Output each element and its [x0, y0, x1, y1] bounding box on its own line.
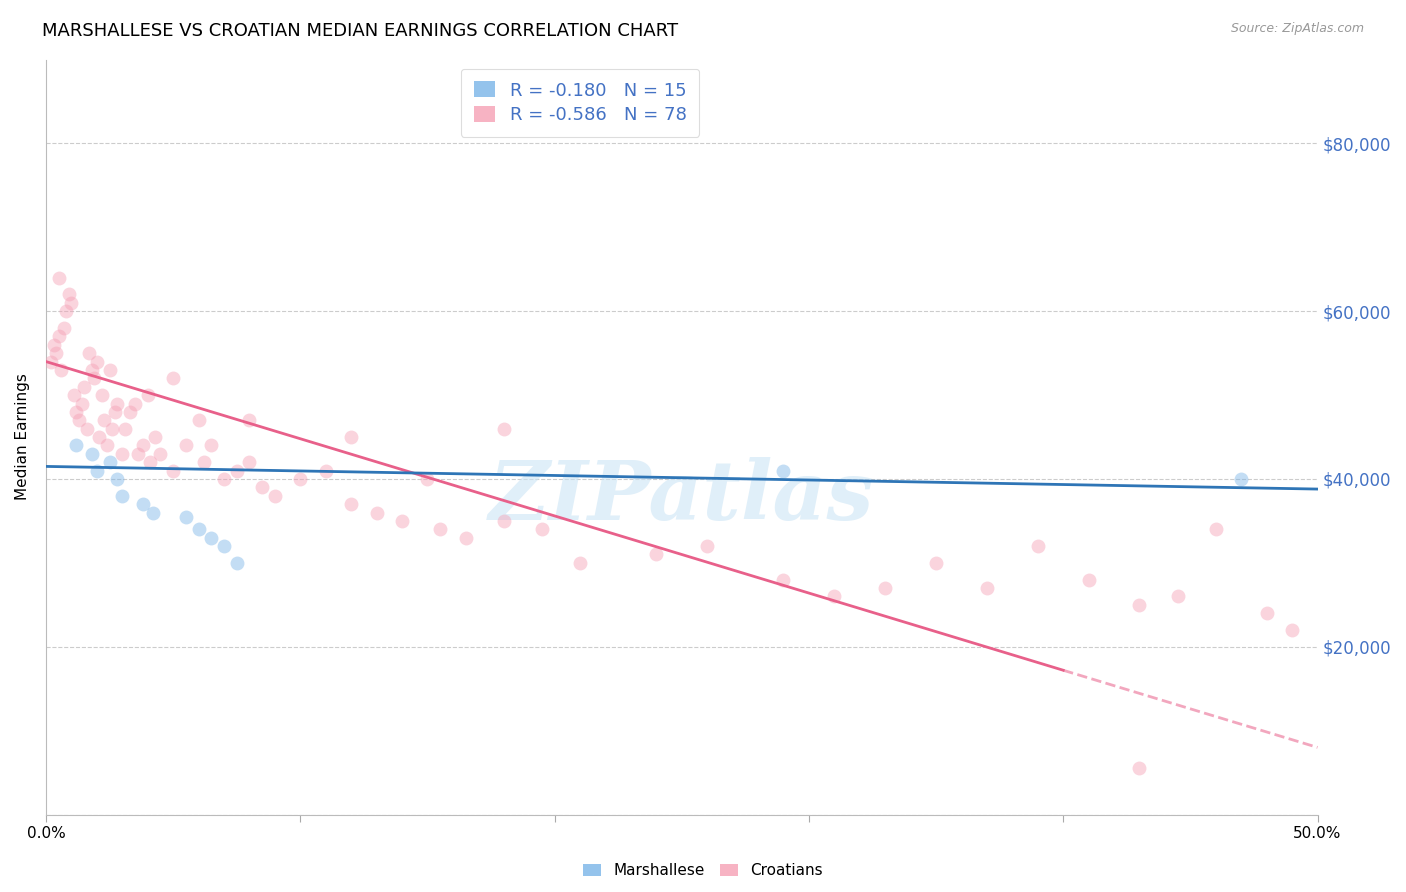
- Point: [131, 497, 153, 511]
- Point: [136, 388, 159, 402]
- Point: [492, 422, 515, 436]
- Point: [416, 472, 439, 486]
- Point: [63, 388, 86, 402]
- Text: ZIPatlas: ZIPatlas: [489, 458, 875, 538]
- Point: [212, 472, 235, 486]
- Point: [86, 464, 108, 478]
- Point: [111, 447, 134, 461]
- Point: [492, 514, 515, 528]
- Point: [80, 363, 103, 377]
- Point: [823, 590, 845, 604]
- Point: [530, 522, 553, 536]
- Point: [366, 506, 388, 520]
- Point: [55, 304, 77, 318]
- Point: [65, 405, 87, 419]
- Point: [250, 480, 273, 494]
- Point: [290, 472, 312, 486]
- Point: [238, 455, 260, 469]
- Point: [1077, 573, 1099, 587]
- Point: [225, 464, 247, 478]
- Point: [429, 522, 451, 536]
- Legend: R = -0.180   N = 15, R = -0.586   N = 78: R = -0.180 N = 15, R = -0.586 N = 78: [461, 69, 699, 136]
- Point: [340, 497, 363, 511]
- Point: [142, 506, 165, 520]
- Text: MARSHALLESE VS CROATIAN MEDIAN EARNINGS CORRELATION CHART: MARSHALLESE VS CROATIAN MEDIAN EARNINGS …: [42, 22, 678, 40]
- Point: [105, 472, 128, 486]
- Point: [263, 489, 285, 503]
- Point: [89, 430, 111, 444]
- Point: [875, 581, 897, 595]
- Point: [77, 346, 100, 360]
- Point: [90, 388, 112, 402]
- Point: [114, 422, 136, 436]
- Point: [105, 396, 128, 410]
- Point: [111, 489, 134, 503]
- Point: [187, 522, 209, 536]
- Point: [976, 581, 998, 595]
- Point: [174, 509, 197, 524]
- Legend: Marshallese, Croatians: Marshallese, Croatians: [576, 857, 830, 884]
- Point: [52, 321, 75, 335]
- Point: [1205, 522, 1227, 536]
- Point: [143, 430, 166, 444]
- Point: [98, 455, 121, 469]
- Point: [149, 447, 172, 461]
- Point: [925, 556, 948, 570]
- Point: [80, 447, 103, 461]
- Point: [39, 354, 62, 368]
- Point: [1281, 623, 1303, 637]
- Point: [73, 380, 96, 394]
- Y-axis label: Median Earnings: Median Earnings: [15, 374, 30, 500]
- Point: [238, 413, 260, 427]
- Point: [124, 396, 146, 410]
- Text: Source: ZipAtlas.com: Source: ZipAtlas.com: [1230, 22, 1364, 36]
- Point: [67, 413, 90, 427]
- Point: [1256, 606, 1278, 620]
- Point: [118, 405, 141, 419]
- Point: [454, 531, 477, 545]
- Point: [162, 464, 184, 478]
- Point: [212, 539, 235, 553]
- Point: [340, 430, 363, 444]
- Point: [127, 447, 149, 461]
- Point: [225, 556, 247, 570]
- Point: [187, 413, 209, 427]
- Point: [45, 346, 67, 360]
- Point: [86, 354, 108, 368]
- Point: [98, 363, 121, 377]
- Point: [60, 296, 83, 310]
- Point: [772, 464, 794, 478]
- Point: [65, 438, 87, 452]
- Point: [1230, 472, 1253, 486]
- Point: [1128, 598, 1150, 612]
- Point: [48, 329, 70, 343]
- Point: [1128, 761, 1150, 775]
- Point: [51, 363, 73, 377]
- Point: [83, 371, 105, 385]
- Point: [139, 455, 162, 469]
- Point: [315, 464, 337, 478]
- Point: [93, 413, 115, 427]
- Point: [1026, 539, 1049, 553]
- Point: [391, 514, 413, 528]
- Point: [569, 556, 592, 570]
- Point: [76, 422, 98, 436]
- Point: [101, 422, 124, 436]
- Point: [104, 405, 127, 419]
- Point: [70, 396, 93, 410]
- Point: [42, 338, 65, 352]
- Point: [200, 438, 222, 452]
- Point: [696, 539, 718, 553]
- Point: [193, 455, 215, 469]
- Point: [174, 438, 197, 452]
- Point: [131, 438, 153, 452]
- Point: [162, 371, 184, 385]
- Point: [645, 548, 668, 562]
- Point: [772, 573, 794, 587]
- Point: [58, 287, 80, 301]
- Point: [96, 438, 118, 452]
- Point: [48, 270, 70, 285]
- Point: [1167, 590, 1189, 604]
- Point: [200, 531, 222, 545]
